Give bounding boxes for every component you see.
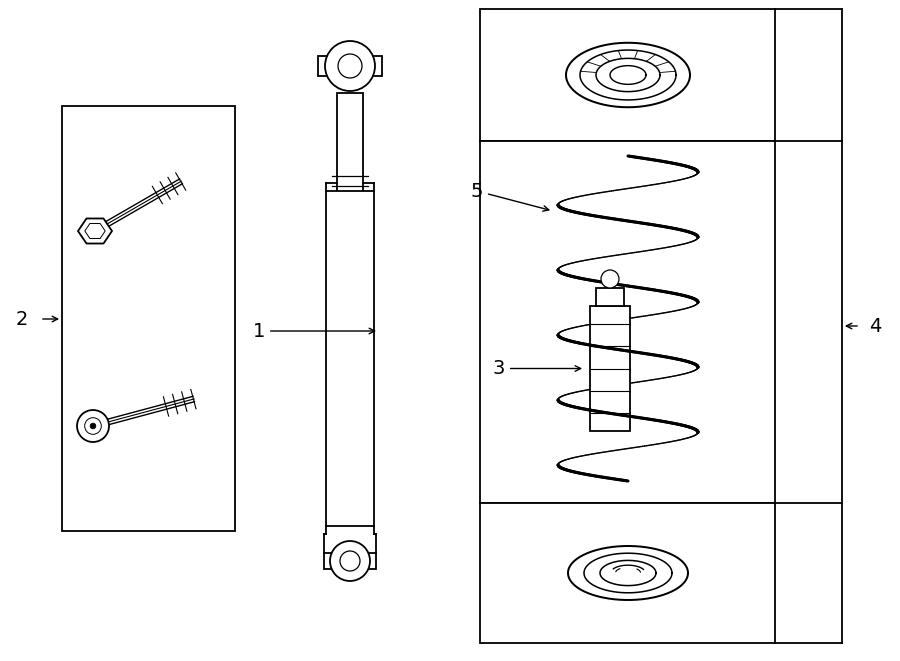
Bar: [318, 56, 382, 76]
Bar: [324, 553, 376, 569]
Text: 2: 2: [16, 309, 28, 329]
Bar: [480, 141, 775, 503]
Text: 3: 3: [492, 359, 580, 378]
Circle shape: [325, 41, 375, 91]
Text: 1: 1: [253, 321, 374, 340]
Bar: [596, 288, 624, 306]
Bar: [62, 106, 235, 531]
Bar: [337, 93, 363, 196]
Bar: [480, 9, 775, 141]
Circle shape: [85, 418, 102, 434]
Circle shape: [330, 541, 370, 581]
Circle shape: [340, 551, 360, 571]
Circle shape: [338, 54, 362, 78]
Circle shape: [77, 410, 109, 442]
Bar: [590, 306, 630, 431]
Polygon shape: [85, 223, 105, 239]
Circle shape: [90, 423, 96, 429]
Bar: [480, 503, 775, 643]
Circle shape: [601, 270, 619, 288]
Text: 5: 5: [471, 182, 549, 211]
Text: 4: 4: [868, 317, 881, 336]
Bar: [326, 191, 374, 526]
Polygon shape: [78, 219, 112, 243]
